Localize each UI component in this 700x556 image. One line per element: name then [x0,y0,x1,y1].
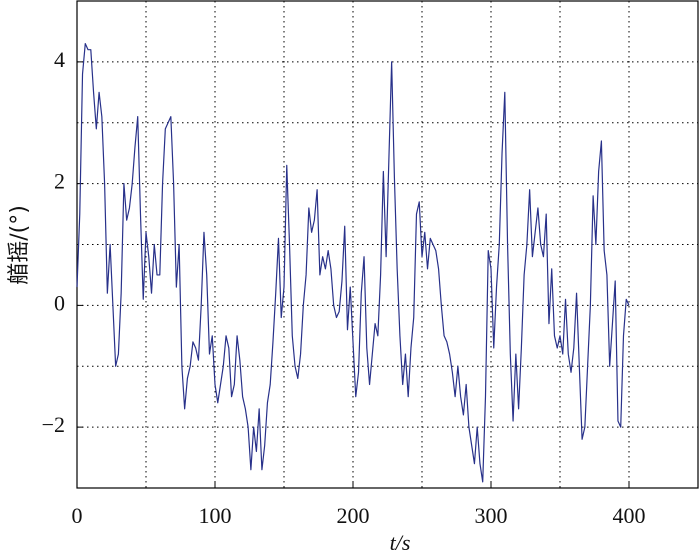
x-tick-label: 0 [72,503,83,528]
x-tick-label: 300 [475,503,508,528]
y-tick-label: 4 [54,47,65,72]
y-tick-label: −2 [42,412,65,437]
y-tick-label: 2 [54,169,65,194]
y-axis-label: 艏摇/(°) [7,205,32,285]
x-tick-label: 200 [337,503,370,528]
plot-frame [76,0,699,489]
y-tick-label: 0 [54,290,65,315]
x-tick-label: 100 [199,503,232,528]
x-axis-label: t/s [390,530,411,555]
data-line [76,43,630,483]
x-tick-label: 400 [613,503,646,528]
